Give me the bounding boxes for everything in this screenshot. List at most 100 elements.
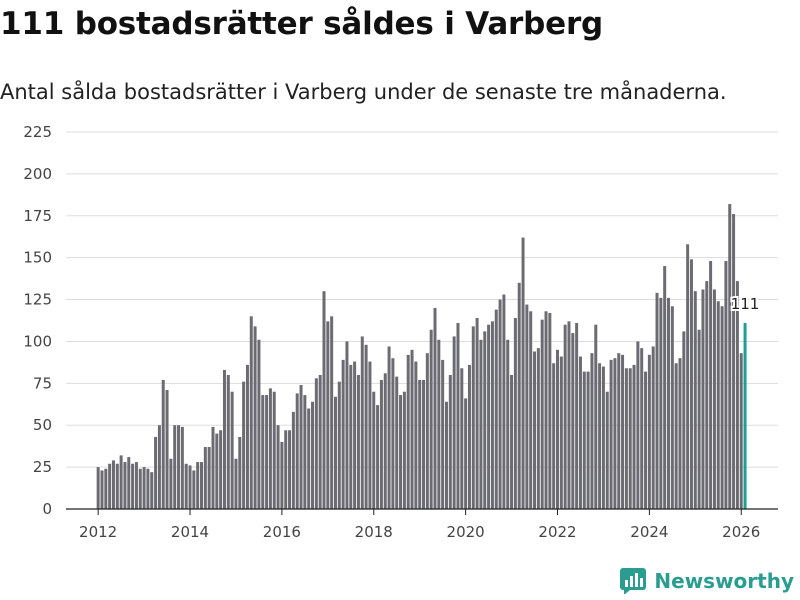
bar (245, 364, 249, 509)
bar (115, 463, 119, 509)
bar (402, 391, 406, 509)
bar (682, 331, 686, 509)
bar (632, 364, 636, 509)
bar (96, 467, 100, 509)
x-tick-label: 2024 (630, 523, 668, 541)
x-tick-label: 2012 (79, 523, 117, 541)
y-tick-label: 0 (42, 500, 52, 518)
bar (399, 395, 403, 509)
bar (670, 306, 674, 509)
bar (138, 468, 142, 509)
bar (142, 467, 146, 509)
bar (552, 363, 556, 509)
bar (536, 348, 540, 509)
bar (644, 371, 648, 509)
bar (100, 470, 104, 509)
bar (265, 395, 269, 509)
bar (280, 441, 284, 509)
bar (422, 379, 426, 509)
y-tick-label: 100 (23, 332, 52, 350)
bar (318, 374, 322, 509)
bar (333, 396, 337, 509)
brand-logo[interactable]: Newsworthy (620, 568, 794, 594)
bar (556, 349, 559, 509)
bar (567, 321, 571, 509)
bar (230, 391, 234, 509)
bar (475, 317, 479, 509)
bar (452, 336, 456, 509)
bar (590, 353, 594, 509)
bar (219, 430, 223, 509)
bar (548, 312, 552, 509)
bar (563, 324, 567, 509)
bar (705, 281, 709, 509)
bar (498, 299, 502, 509)
bar (169, 458, 173, 509)
x-tick-label: 2026 (722, 523, 760, 541)
bar (471, 326, 475, 509)
bar (383, 373, 387, 509)
bar (735, 281, 739, 509)
bar (544, 311, 548, 509)
bar (621, 354, 625, 509)
bar (540, 319, 544, 509)
bar (594, 324, 598, 509)
bar (613, 358, 617, 509)
x-tick-label: 2016 (263, 523, 301, 541)
bar (360, 336, 364, 509)
chart-title: 111 bostadsrätter såldes i Varberg (0, 6, 604, 42)
bar (207, 447, 211, 509)
bar (326, 321, 330, 509)
bar-series (96, 204, 747, 510)
bar (667, 297, 670, 509)
bar (433, 307, 437, 509)
bar (689, 259, 693, 509)
bar (429, 329, 433, 509)
bar (314, 378, 318, 509)
bar (601, 366, 605, 509)
highlight-value-label: 111 (731, 295, 760, 313)
bar (146, 468, 150, 509)
bar (127, 457, 131, 509)
bar (582, 371, 586, 509)
bar (609, 359, 613, 509)
x-tick-label: 2018 (355, 523, 393, 541)
value-annotation: 111 (729, 293, 762, 315)
bar (578, 356, 582, 509)
bar (211, 426, 215, 509)
bar (253, 326, 257, 509)
bar (418, 379, 422, 509)
bar (123, 462, 127, 509)
bar (605, 391, 609, 509)
y-tick-label: 150 (23, 249, 52, 267)
bar (464, 398, 468, 509)
bar (134, 462, 138, 509)
bar (295, 393, 299, 509)
y-tick-label: 175 (23, 207, 52, 225)
bar (448, 374, 452, 509)
bar (487, 324, 491, 509)
bar (330, 316, 334, 509)
bar (364, 344, 368, 509)
bar (261, 395, 265, 509)
bar (119, 455, 123, 509)
bar (598, 363, 602, 509)
bar (517, 282, 521, 509)
bar (203, 447, 207, 509)
newsworthy-logo-icon (620, 568, 647, 594)
bar (268, 388, 272, 509)
bar (559, 356, 563, 509)
bar (196, 462, 200, 509)
bar (444, 401, 448, 509)
bar (732, 214, 736, 509)
bar (311, 401, 315, 509)
bar (640, 348, 644, 509)
bar (460, 368, 464, 509)
bar (303, 395, 307, 509)
bar (154, 436, 158, 509)
gridlines (66, 131, 778, 468)
bar (506, 339, 510, 509)
bar (157, 425, 161, 509)
y-axis: 0 25 50 75 100 125 150 175 200 225 (23, 123, 52, 518)
